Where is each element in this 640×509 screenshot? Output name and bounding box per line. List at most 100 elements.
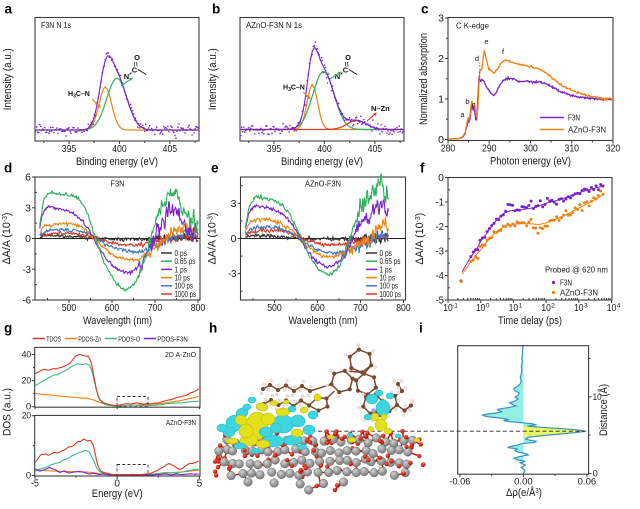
svg-text:20: 20 [22,411,32,422]
svg-text:O: O [134,53,140,62]
svg-text:300: 300 [523,143,538,155]
svg-text:100 ps: 100 ps [175,281,194,291]
svg-text:100 ps: 100 ps [380,281,399,291]
svg-text:5: 5 [197,479,203,490]
svg-text:10 ps: 10 ps [175,273,191,283]
svg-text:405: 405 [163,143,178,155]
svg-text:280: 280 [441,143,456,155]
svg-text:Δρ(e/Å3): Δρ(e/Å3) [506,486,542,499]
svg-text:C: C [343,66,349,75]
svg-text:3: 3 [584,303,588,310]
svg-text:AZnO-F3N: AZnO-F3N [568,125,606,135]
svg-text:Photon energy (eV): Photon energy (eV) [490,156,571,168]
svg-text:0.00: 0.00 [514,477,533,488]
svg-text:b: b [465,97,469,106]
svg-text:600: 600 [105,302,120,314]
svg-text:0.06: 0.06 [578,477,597,488]
svg-text:c: c [421,2,429,17]
svg-text:AZnO-F3N N 1s: AZnO-F3N N 1s [246,21,302,30]
svg-text:PDOS-F3N: PDOS-F3N [157,334,188,343]
svg-text:-1: -1 [436,197,445,209]
svg-text:1 ps: 1 ps [380,264,393,274]
svg-text:Intensity (a.u.): Intensity (a.u.) [2,48,14,110]
svg-text:Distance (Å): Distance (Å) [597,384,610,436]
svg-text:ΔA/A (10-3): ΔA/A (10-3) [1,213,13,265]
svg-text:3: 3 [231,198,237,210]
svg-text:H3C–N: H3C–N [283,85,305,94]
svg-text:2: 2 [551,303,555,310]
svg-text:3: 3 [25,202,31,214]
svg-text:400: 400 [112,143,127,155]
svg-text:2D A-ZnO: 2D A-ZnO [165,350,196,359]
svg-text:Wavelength (nm): Wavelength (nm) [289,315,358,327]
svg-text:Normalized absorption: Normalized absorption [418,33,430,125]
svg-text:0: 0 [231,233,237,245]
svg-text:4: 4 [617,303,621,310]
svg-text:1: 1 [519,303,523,310]
svg-text:400: 400 [317,143,332,155]
svg-text:320: 320 [606,143,621,155]
svg-text:-1: -1 [452,303,458,310]
svg-text:700: 700 [148,302,163,314]
svg-text:DOS (a.u.): DOS (a.u.) [2,388,14,436]
svg-text:e: e [484,37,488,46]
svg-text:-4: -4 [436,270,445,282]
svg-text:3: 3 [438,13,444,25]
svg-text:0: 0 [26,402,31,413]
svg-text:f: f [502,47,505,56]
svg-text:0: 0 [114,479,120,490]
svg-text:f: f [420,161,425,176]
svg-text:Intensity (a.u.): Intensity (a.u.) [207,48,219,110]
svg-text:1 ps: 1 ps [175,264,188,274]
svg-text:AZnO-F3N: AZnO-F3N [560,287,598,297]
svg-text:C K-edge: C K-edge [456,22,490,31]
svg-text:-3: -3 [436,246,445,258]
svg-text:Wavelength (nm): Wavelength (nm) [83,315,152,327]
svg-text:F3N: F3N [560,277,572,287]
svg-text:290: 290 [482,143,497,155]
svg-text:TDOS: TDOS [46,334,61,343]
svg-text:700: 700 [353,302,368,314]
svg-text:0: 0 [26,471,31,482]
svg-text:6: 6 [25,172,31,184]
svg-text:1000 ps: 1000 ps [380,289,402,299]
svg-text:500: 500 [62,302,77,314]
svg-text:F3N: F3N [111,179,125,189]
svg-text:500: 500 [267,302,282,314]
svg-text:0 ps: 0 ps [380,248,393,258]
svg-text:C: C [132,66,138,75]
svg-text:40: 40 [22,350,32,361]
svg-text:310: 310 [565,143,580,155]
svg-text:e: e [211,161,219,176]
svg-text:d: d [475,54,479,63]
svg-text:AZnO-F3N: AZnO-F3N [305,179,341,189]
svg-text:i: i [419,321,423,336]
svg-text:ΔA/A (10-3): ΔA/A (10-3) [207,213,219,265]
svg-text:N: N [124,72,129,81]
svg-text:0: 0 [438,172,444,184]
svg-text:1000 ps: 1000 ps [175,289,197,299]
svg-text:0.65 ps: 0.65 ps [175,256,196,266]
svg-text:b: b [212,2,220,17]
svg-text:0: 0 [593,469,598,480]
svg-text:-5: -5 [31,479,39,490]
svg-text:10: 10 [541,302,551,314]
svg-text:1: 1 [438,94,444,106]
svg-text:10: 10 [607,302,617,314]
svg-text:PDOS-Zn: PDOS-Zn [78,334,101,343]
svg-text:F3N N 1s: F3N N 1s [41,21,71,30]
svg-text:10: 10 [574,302,584,314]
svg-text:PDOS-O: PDOS-O [118,334,140,343]
svg-text:a: a [460,110,465,119]
svg-text:Binding energy (eV): Binding energy (eV) [281,156,363,168]
svg-text:-3: -3 [23,264,32,276]
svg-text:h: h [209,321,217,336]
svg-text:N–Zn: N–Zn [371,104,390,113]
svg-text:600: 600 [310,302,325,314]
svg-text:N: N [335,72,340,81]
svg-text:O: O [345,53,351,62]
svg-text:800: 800 [396,302,411,314]
svg-text:-2: -2 [436,221,445,233]
svg-text:395: 395 [267,143,282,155]
svg-text:Time delay (ps): Time delay (ps) [498,315,562,327]
